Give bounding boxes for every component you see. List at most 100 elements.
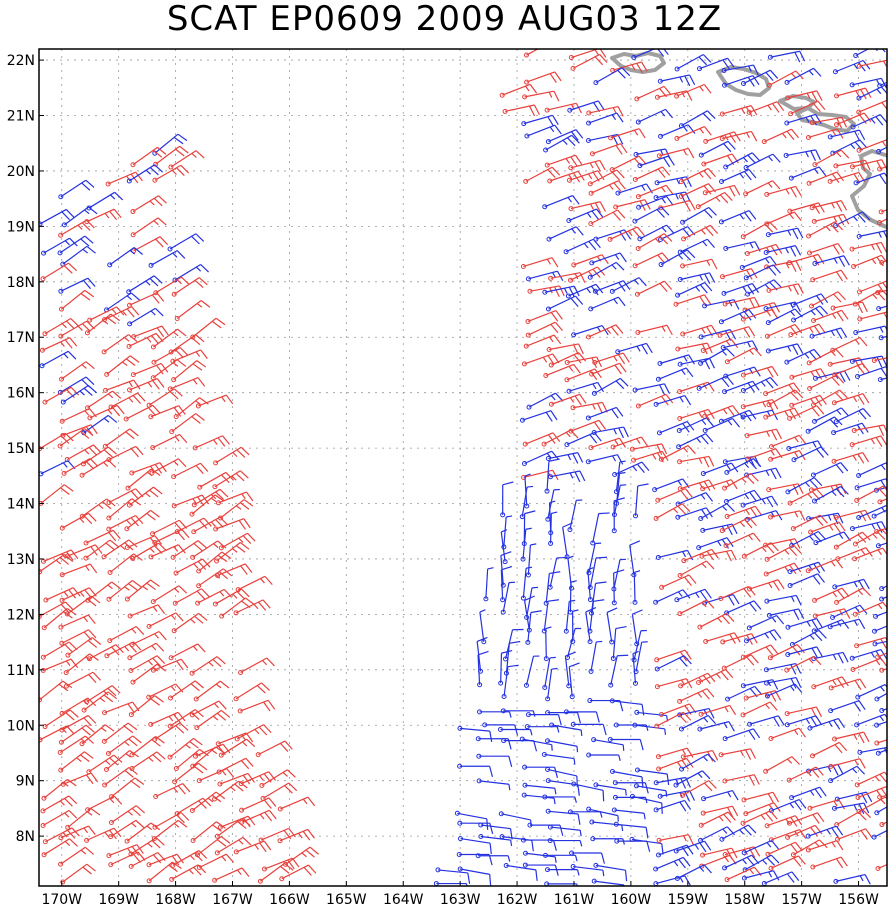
wind-barb	[810, 856, 848, 870]
wind-barb	[592, 352, 630, 365]
wind-barb	[784, 67, 822, 85]
wind-barb	[722, 296, 761, 309]
wind-barb	[634, 767, 670, 785]
wind-barb	[610, 625, 627, 661]
wind-barb	[806, 348, 844, 366]
wind-barb	[563, 709, 600, 723]
wind-barb	[874, 692, 887, 702]
wind-barb	[768, 798, 807, 814]
wind-barb	[83, 529, 121, 546]
wind-barb	[718, 586, 756, 602]
lon-tick-label: 166W	[269, 892, 310, 908]
wind-barb	[657, 790, 696, 802]
wind-barb	[167, 377, 206, 392]
wind-barb	[545, 808, 581, 825]
wind-barb	[790, 839, 828, 858]
wind-barb	[586, 112, 624, 126]
wind-barb	[809, 291, 846, 309]
wind-barb	[606, 607, 618, 645]
wind-barb	[701, 790, 739, 802]
wind-barb	[743, 629, 782, 644]
wind-barb	[807, 717, 845, 731]
wind-barb	[146, 861, 182, 884]
wind-barb	[743, 153, 781, 171]
wind-barb	[568, 159, 606, 172]
wind-barb	[722, 472, 759, 491]
wind-barb	[130, 362, 169, 378]
wind-barb	[545, 129, 584, 145]
wind-barb	[786, 766, 824, 783]
wind-barb	[570, 864, 605, 877]
wind-barb	[785, 90, 823, 102]
wind-barb	[58, 724, 95, 745]
wind-barb	[741, 69, 779, 87]
wind-barb	[609, 277, 647, 294]
wind-barb	[127, 642, 165, 661]
wind-barb	[522, 764, 559, 778]
wind-barb	[654, 649, 692, 663]
wind-barb	[588, 437, 626, 451]
wind-barb	[212, 867, 250, 883]
wind-barb	[167, 233, 205, 252]
wind-barb	[833, 531, 871, 550]
wind-barb	[39, 725, 75, 743]
wind-barb	[548, 272, 586, 283]
wind-barb	[632, 166, 671, 183]
wind-barb	[788, 166, 827, 181]
wind-barb	[739, 255, 778, 270]
wind-barb	[769, 434, 807, 450]
wind-barb	[659, 574, 697, 590]
wind-barb	[608, 654, 629, 688]
wind-barb	[611, 569, 625, 606]
wind-barb	[851, 424, 887, 437]
wind-barb	[719, 168, 757, 185]
wind-barb	[724, 505, 763, 519]
wind-barb	[812, 255, 850, 267]
wind-barb	[724, 600, 762, 616]
wind-barb	[719, 516, 757, 534]
wind-barb	[741, 839, 780, 856]
wind-barb	[527, 822, 564, 836]
wind-barb	[130, 146, 167, 168]
wind-barb	[454, 810, 489, 830]
wind-barb	[167, 737, 203, 760]
wind-barb	[500, 481, 514, 518]
lon-tick-label: 159W	[668, 892, 709, 908]
wind-barb	[521, 792, 556, 805]
wind-barb	[41, 608, 77, 631]
wind-barb	[457, 836, 492, 855]
wind-barb	[591, 737, 625, 751]
wind-barb	[190, 540, 227, 560]
wind-barb	[812, 587, 850, 603]
wind-barb	[877, 794, 887, 800]
wind-barb	[524, 586, 538, 620]
wind-barb	[151, 346, 189, 365]
wind-barb	[811, 213, 850, 226]
wind-barb	[234, 724, 272, 742]
wind-barb	[58, 219, 95, 238]
wind-barb	[855, 683, 887, 700]
wind-barb	[59, 697, 97, 716]
wind-barb	[807, 374, 845, 391]
wind-barb	[784, 656, 822, 673]
wind-barb	[811, 676, 849, 690]
wind-barb	[107, 626, 145, 644]
wind-barb	[871, 509, 887, 519]
wind-barb	[783, 149, 821, 161]
wind-barb	[722, 728, 761, 742]
wind-barb	[812, 149, 850, 168]
wind-barb	[610, 436, 649, 450]
wind-barb	[834, 112, 872, 128]
wind-barb	[152, 811, 190, 830]
wind-barb	[519, 736, 553, 751]
wind-barb	[807, 242, 845, 256]
wind-barb	[39, 680, 73, 703]
wind-barb	[523, 49, 561, 58]
wind-barb	[787, 202, 825, 215]
wind-barb	[60, 384, 97, 405]
wind-barb	[764, 594, 802, 606]
wind-barb	[828, 765, 865, 784]
wind-barb	[587, 567, 594, 603]
wind-barb	[168, 150, 205, 170]
wind-barb	[457, 725, 493, 743]
